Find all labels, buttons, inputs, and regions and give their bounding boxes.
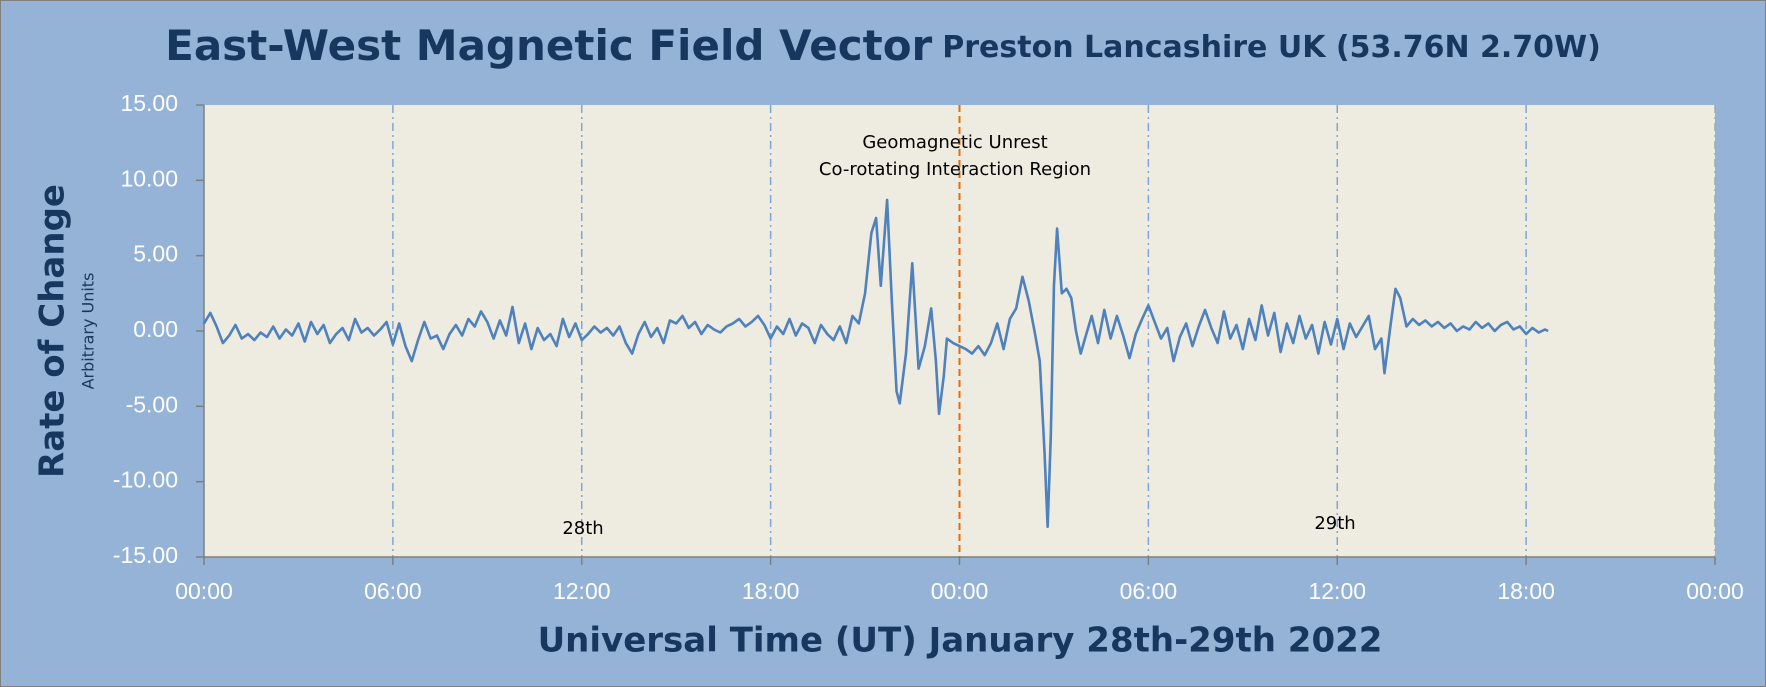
x-tick-label: 00:00: [1686, 578, 1744, 604]
y-tick-label: 5.00: [133, 241, 178, 267]
y-tick-label: -10.00: [113, 467, 178, 493]
x-tick-label: 18:00: [1497, 578, 1555, 604]
y-tick-label: 0.00: [133, 316, 178, 342]
y-tick-label: 15.00: [120, 90, 178, 116]
x-tick-label: 00:00: [175, 578, 233, 604]
y-axis-subtitle: Arbitrary Units: [79, 273, 98, 390]
data-line: [202, 198, 1549, 529]
day-label: 29th: [1314, 513, 1355, 534]
x-tick-label: 12:00: [553, 578, 611, 604]
x-tick-label: 06:00: [364, 578, 422, 604]
x-tick-label: 12:00: [1308, 578, 1366, 604]
title-sub: Preston Lancashire UK (53.76N 2.70W): [942, 30, 1601, 65]
title-main: East-West Magnetic Field Vector: [165, 21, 932, 70]
y-tick-label: -15.00: [113, 542, 178, 568]
annotation: Co-rotating Interaction Region: [819, 159, 1091, 180]
y-tick-label: -5.00: [126, 391, 178, 417]
y-axis-title: Rate of Change: [33, 184, 73, 478]
day-label: 28th: [562, 518, 603, 539]
x-tick-label: 18:00: [742, 578, 800, 604]
x-axis-title: Universal Time (UT) January 28th-29th 20…: [538, 621, 1383, 661]
y-tick-label: 10.00: [120, 165, 178, 191]
annotation: Geomagnetic Unrest: [862, 132, 1047, 153]
x-tick-label: 06:00: [1120, 578, 1178, 604]
x-tick-label: 00:00: [931, 578, 989, 604]
chart-title: East-West Magnetic Field Vector Preston L…: [165, 21, 1601, 70]
